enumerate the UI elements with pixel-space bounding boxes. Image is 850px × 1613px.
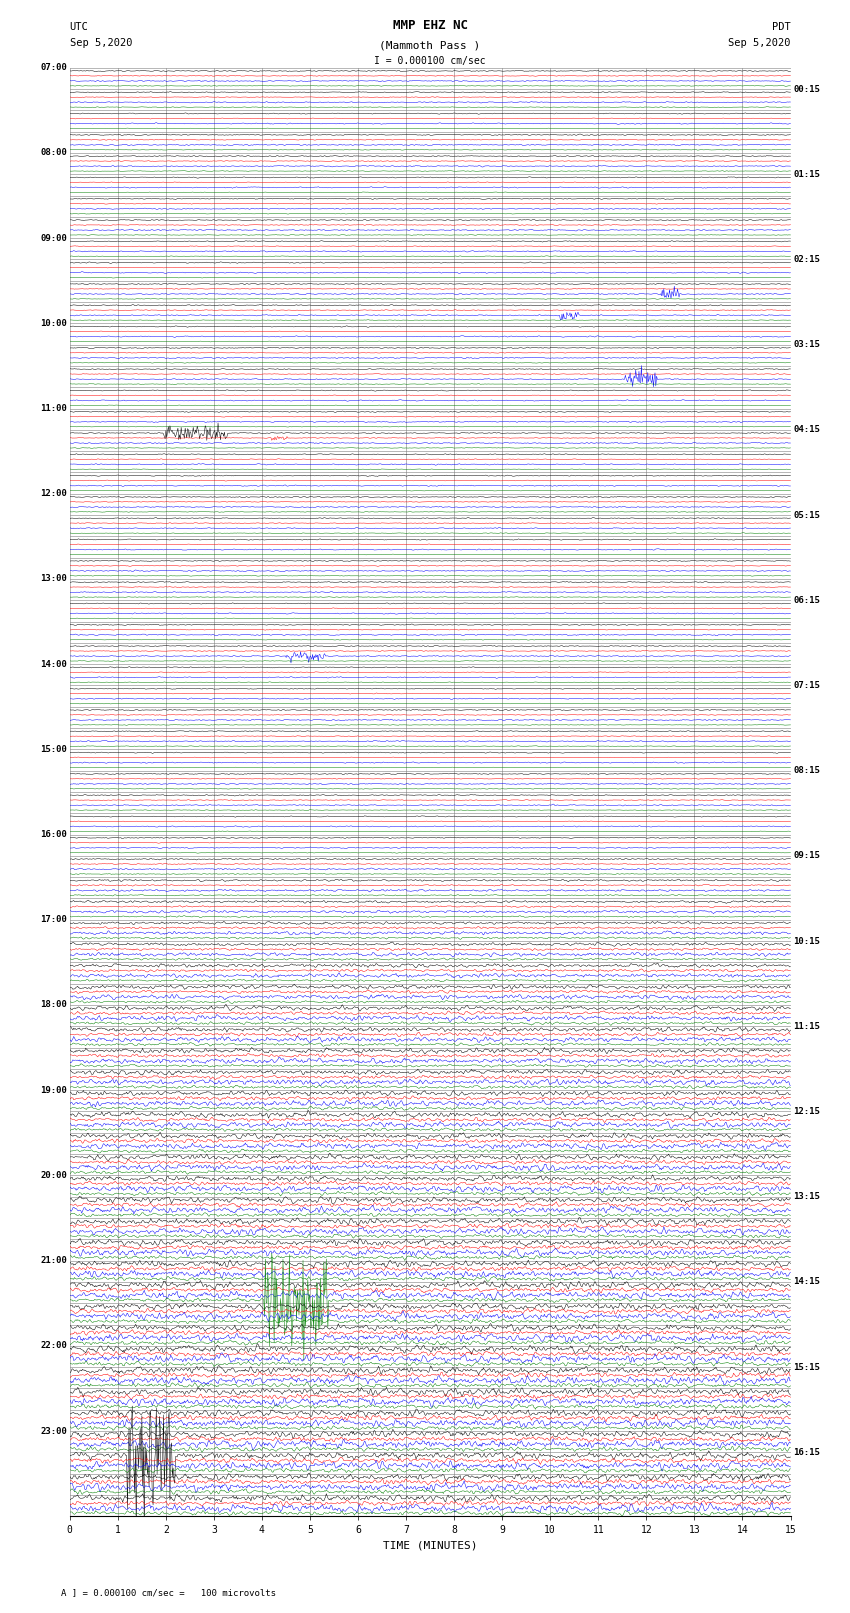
- Text: 14:15: 14:15: [793, 1277, 820, 1287]
- Text: 12:15: 12:15: [793, 1107, 820, 1116]
- Text: 07:15: 07:15: [793, 681, 820, 690]
- Text: I = 0.000100 cm/sec: I = 0.000100 cm/sec: [374, 56, 486, 66]
- Text: 16:15: 16:15: [793, 1448, 820, 1457]
- Text: 11:15: 11:15: [793, 1021, 820, 1031]
- Text: 13:00: 13:00: [40, 574, 67, 584]
- Text: 16:00: 16:00: [40, 831, 67, 839]
- Text: 19:00: 19:00: [40, 1086, 67, 1095]
- Text: 04:15: 04:15: [793, 426, 820, 434]
- Text: A ] = 0.000100 cm/sec =   100 microvolts: A ] = 0.000100 cm/sec = 100 microvolts: [61, 1587, 276, 1597]
- X-axis label: TIME (MINUTES): TIME (MINUTES): [382, 1540, 478, 1550]
- Text: 15:00: 15:00: [40, 745, 67, 753]
- Text: 21:00: 21:00: [40, 1257, 67, 1265]
- Text: UTC: UTC: [70, 23, 88, 32]
- Text: 17:00: 17:00: [40, 915, 67, 924]
- Text: 10:15: 10:15: [793, 937, 820, 945]
- Text: (Mammoth Pass ): (Mammoth Pass ): [379, 40, 481, 50]
- Text: 08:15: 08:15: [793, 766, 820, 776]
- Text: 14:00: 14:00: [40, 660, 67, 669]
- Text: 07:00: 07:00: [40, 63, 67, 73]
- Text: 01:15: 01:15: [793, 169, 820, 179]
- Text: 22:00: 22:00: [40, 1342, 67, 1350]
- Text: 09:00: 09:00: [40, 234, 67, 242]
- Text: Sep 5,2020: Sep 5,2020: [70, 39, 133, 48]
- Text: 10:00: 10:00: [40, 319, 67, 327]
- Text: 11:00: 11:00: [40, 405, 67, 413]
- Text: 03:15: 03:15: [793, 340, 820, 348]
- Text: 08:00: 08:00: [40, 148, 67, 158]
- Text: 23:00: 23:00: [40, 1426, 67, 1436]
- Text: 06:15: 06:15: [793, 595, 820, 605]
- Text: 05:15: 05:15: [793, 511, 820, 519]
- Text: MMP EHZ NC: MMP EHZ NC: [393, 19, 468, 32]
- Text: PDT: PDT: [772, 23, 791, 32]
- Text: 02:15: 02:15: [793, 255, 820, 265]
- Text: Sep 5,2020: Sep 5,2020: [728, 39, 791, 48]
- Text: 00:15: 00:15: [793, 84, 820, 94]
- Text: 13:15: 13:15: [793, 1192, 820, 1202]
- Text: 18:00: 18:00: [40, 1000, 67, 1010]
- Text: 20:00: 20:00: [40, 1171, 67, 1179]
- Text: 15:15: 15:15: [793, 1363, 820, 1371]
- Text: 09:15: 09:15: [793, 852, 820, 860]
- Text: 12:00: 12:00: [40, 489, 67, 498]
